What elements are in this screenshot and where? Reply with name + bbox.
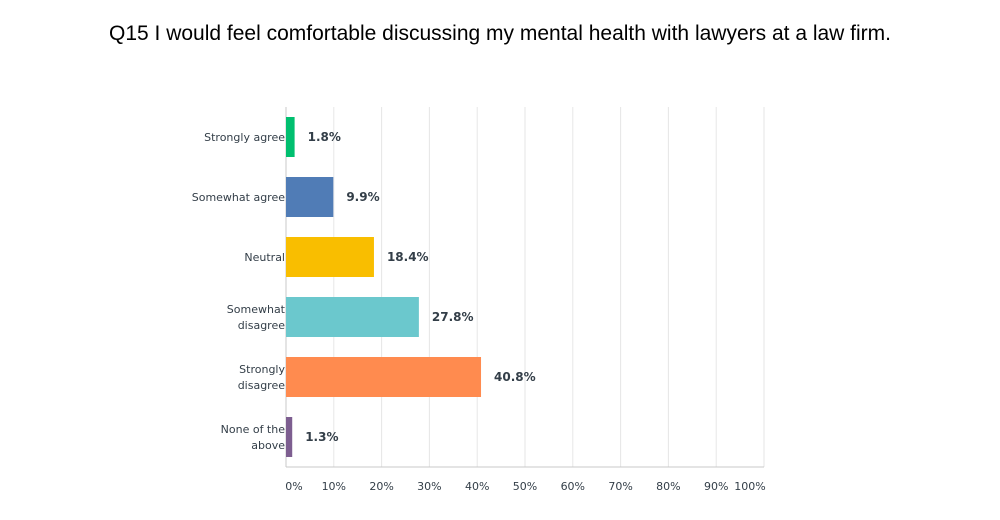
chart-title: Q15 I would feel comfortable discussing … <box>109 22 891 45</box>
bar-3 <box>286 297 419 337</box>
data-label: 1.3% <box>305 430 338 444</box>
x-tick-label: 60% <box>561 480 585 493</box>
x-tick-label: 100% <box>734 480 765 493</box>
x-tick-label: 70% <box>608 480 632 493</box>
x-tick-label: 0% <box>285 480 302 493</box>
bar-0 <box>286 117 295 157</box>
data-label: 18.4% <box>387 250 429 264</box>
bar-5 <box>286 417 293 457</box>
category-label: Strongly agree <box>204 131 285 144</box>
data-label: 9.9% <box>346 190 379 204</box>
bar-4 <box>286 357 482 397</box>
category-label: disagree <box>238 379 286 392</box>
category-label: None of the <box>221 423 286 436</box>
data-label: 40.8% <box>494 370 536 384</box>
category-label: Somewhat agree <box>192 191 285 204</box>
category-label: above <box>251 439 285 452</box>
data-label: 1.8% <box>308 130 341 144</box>
category-label: disagree <box>238 319 286 332</box>
category-label: Somewhat <box>227 303 286 316</box>
category-label: Strongly <box>239 363 285 376</box>
bar-2 <box>286 237 374 277</box>
x-tick-label: 40% <box>465 480 489 493</box>
x-tick-label: 20% <box>369 480 393 493</box>
x-tick-label: 50% <box>513 480 537 493</box>
category-label: Neutral <box>244 251 285 264</box>
x-tick-label: 30% <box>417 480 441 493</box>
x-tick-label: 80% <box>656 480 680 493</box>
x-tick-label: 10% <box>322 480 346 493</box>
data-label: 27.8% <box>432 310 474 324</box>
bar-1 <box>286 177 334 217</box>
x-tick-label: 90% <box>704 480 728 493</box>
